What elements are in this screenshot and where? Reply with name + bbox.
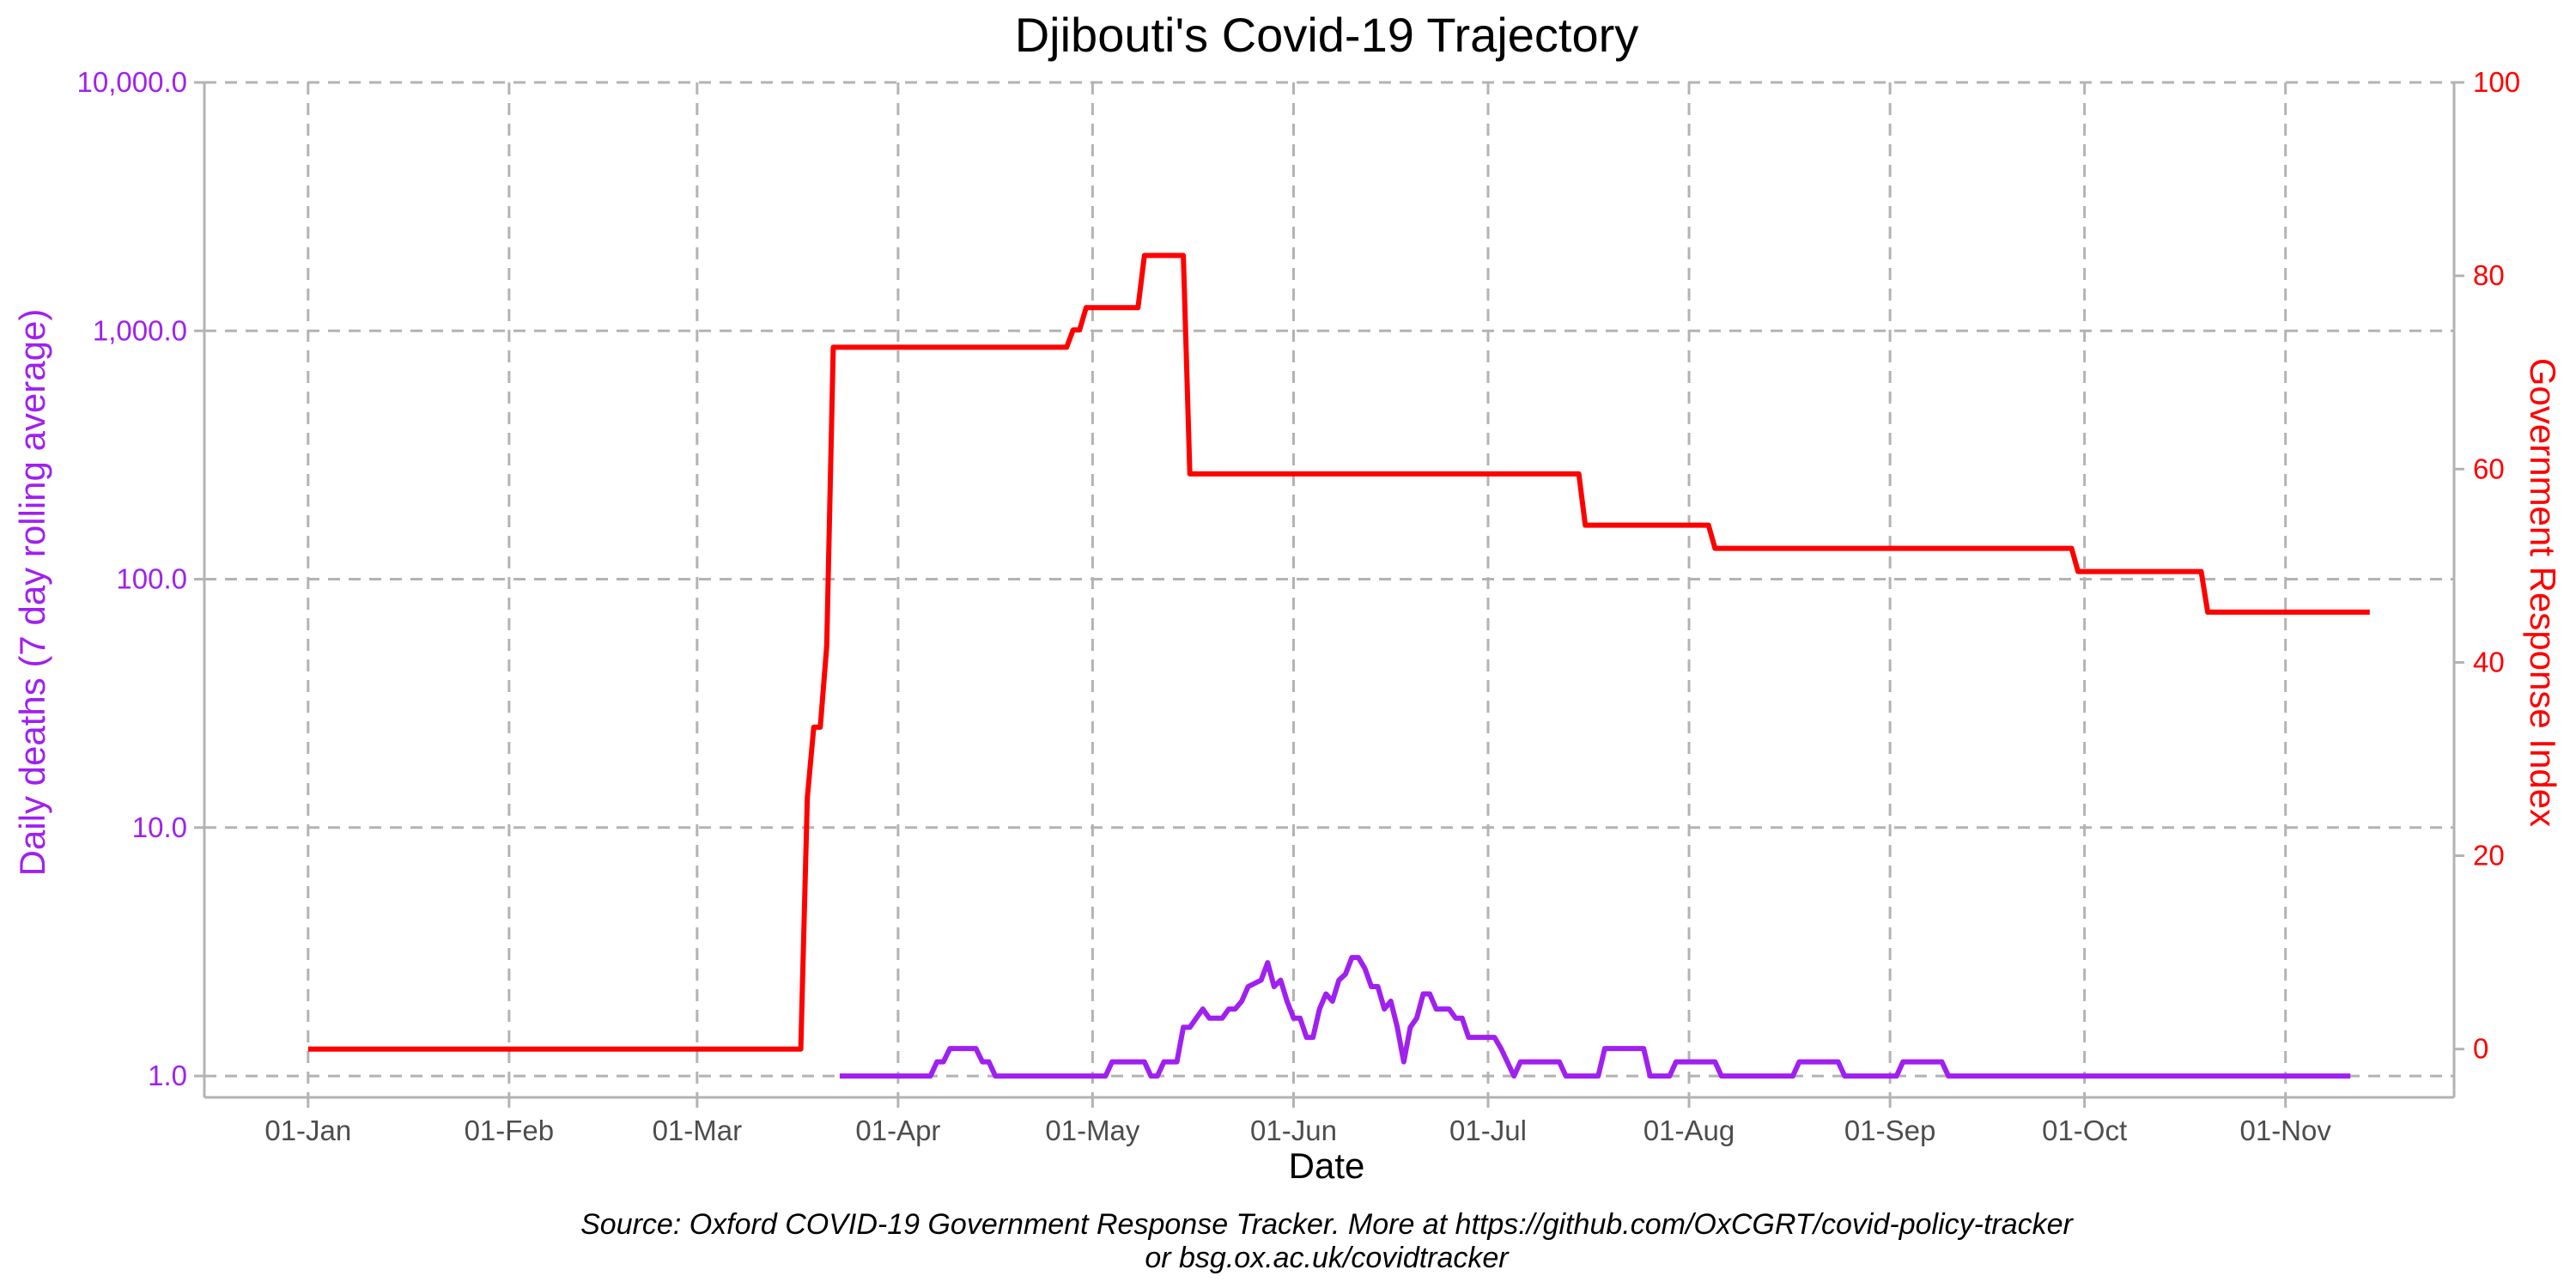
left-tick-label: 1.0	[148, 1060, 187, 1091]
right-tick-label: 100	[2473, 66, 2520, 98]
right-tick-label: 60	[2473, 453, 2505, 484]
right-tick-label: 0	[2473, 1033, 2488, 1065]
right-axis-title: Government Response Index	[2523, 358, 2563, 827]
x-tick-label: 01-Aug	[1643, 1115, 1735, 1146]
left-tick-label: 10,000.0	[77, 66, 187, 98]
x-tick-label: 01-Apr	[855, 1115, 940, 1146]
right-tick-label: 80	[2473, 259, 2505, 291]
left-tick-label: 10.0	[132, 811, 187, 843]
x-tick-label: 01-Oct	[2042, 1115, 2127, 1146]
x-tick-label: 01-May	[1045, 1115, 1140, 1146]
left-tick-label: 100.0	[116, 563, 187, 595]
x-tick-label: 01-Sep	[1844, 1115, 1935, 1146]
x-axis-title: Date	[1289, 1145, 1365, 1186]
x-tick-label: 01-Mar	[653, 1115, 743, 1146]
chart-title: Djibouti's Covid-19 Trajectory	[1015, 8, 1639, 62]
right-tick-label: 40	[2473, 646, 2505, 677]
x-tick-label: 01-Feb	[465, 1115, 555, 1146]
gridlines	[204, 81, 2454, 1097]
left-axis-title: Daily deaths (7 day rolling average)	[12, 309, 52, 877]
x-tick-label: 01-Jul	[1449, 1115, 1527, 1146]
source-caption-line-2: or bsg.ox.ac.uk/covidtracker	[1145, 1242, 1510, 1274]
series-lines	[307, 252, 2370, 1079]
x-tick-label: 01-Jun	[1250, 1115, 1337, 1146]
tick-labels: 01-Jan 01-Feb 01-Mar 01-Apr 01-May 01-Jun 01-J…	[77, 66, 2521, 1146]
left-tick-label: 1,000.0	[93, 314, 187, 346]
axes	[194, 81, 2464, 1108]
deaths-series-line	[839, 955, 2351, 1079]
x-tick-label: 01-Jan	[264, 1115, 351, 1146]
response-index-series-line	[307, 252, 2370, 1052]
x-tick-label: 01-Nov	[2239, 1115, 2331, 1146]
right-tick-label: 20	[2473, 840, 2505, 872]
source-caption-line-1: Source: Oxford COVID-19 Government Respo…	[580, 1208, 2074, 1241]
